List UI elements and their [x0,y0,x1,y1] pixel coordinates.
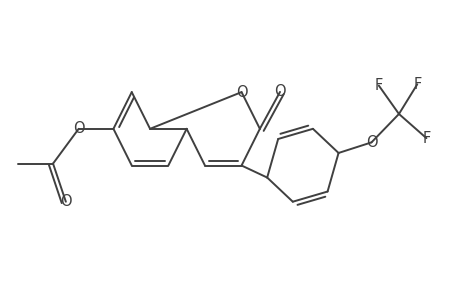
Text: O: O [365,135,376,150]
Text: O: O [274,84,285,99]
Text: O: O [235,85,247,100]
Text: F: F [421,130,430,146]
Text: F: F [374,78,382,93]
Text: F: F [412,77,420,92]
Text: O: O [60,194,72,209]
Text: O: O [73,121,84,136]
